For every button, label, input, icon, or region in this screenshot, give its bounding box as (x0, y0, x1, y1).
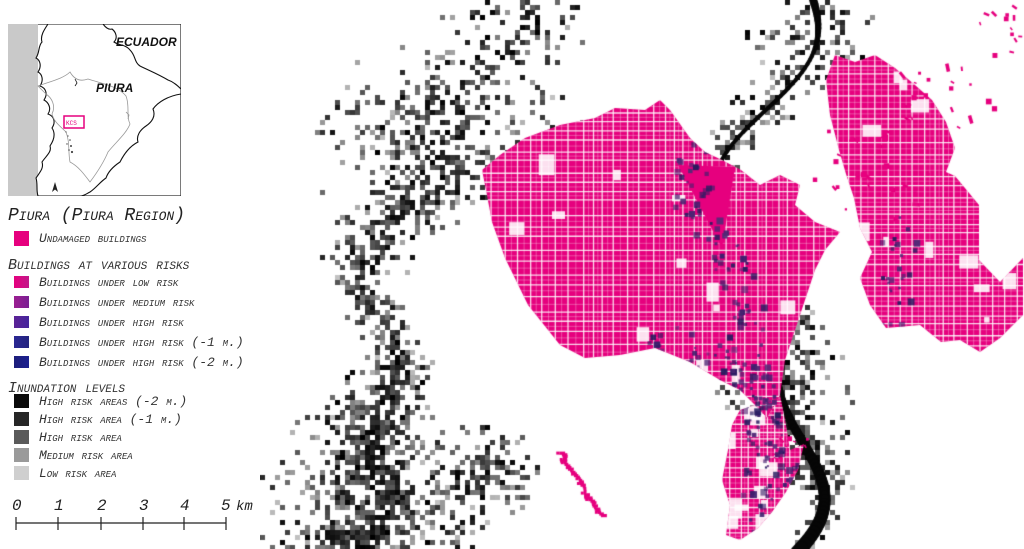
svg-text:3: 3 (139, 497, 149, 515)
svg-text:2: 2 (97, 497, 107, 515)
svg-text:5: 5 (221, 497, 231, 515)
svg-text:4: 4 (180, 497, 190, 515)
svg-text:km: km (236, 499, 253, 515)
svg-text:1: 1 (54, 497, 64, 515)
svg-text:0: 0 (12, 497, 22, 515)
